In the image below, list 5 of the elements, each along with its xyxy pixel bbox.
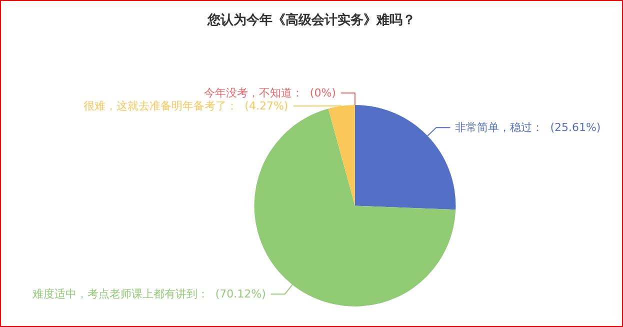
slice-label: 难度适中，考点老师课上都有讲到： (70.12%) [32, 288, 266, 301]
slice-label: 非常简单，稳过： (25.61%) [455, 121, 601, 134]
chart-title: 您认为今年《高级会计实务》难吗？ [206, 12, 416, 28]
legend-label: 今年没考，不知道： (0%) [204, 86, 336, 100]
slice-label: 很难，这就去准备明年备考了： (4.27%) [84, 100, 288, 112]
